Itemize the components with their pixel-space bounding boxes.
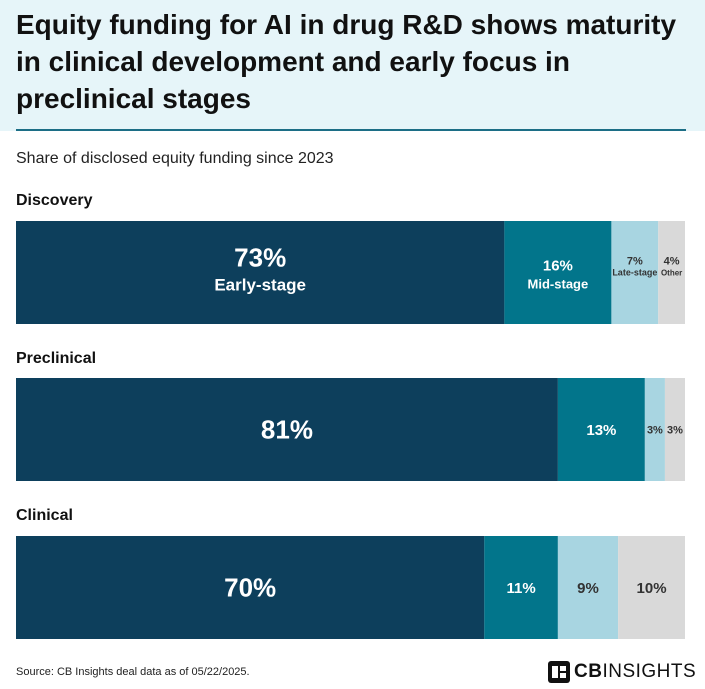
row-label-preclinical: Preclinical bbox=[16, 350, 97, 367]
source-note: Source: CB Insights deal data as of 05/2… bbox=[16, 666, 250, 678]
bar-preclinical-mid-stage bbox=[557, 378, 645, 481]
value-label-preclinical-mid-stage: 13% bbox=[586, 422, 616, 439]
series-label-late-stage: Late-stage bbox=[612, 268, 657, 278]
bar-preclinical-other bbox=[664, 378, 685, 481]
bar-preclinical-early-stage bbox=[16, 378, 558, 481]
chart-subtitle: Share of disclosed equity funding since … bbox=[16, 150, 334, 167]
brand-light: INSIGHTS bbox=[602, 661, 697, 682]
header-banner: Equity funding for AI in drug R&D shows … bbox=[0, 0, 705, 131]
row-label-discovery: Discovery bbox=[16, 192, 93, 209]
bar-clinical-other bbox=[618, 536, 685, 639]
value-label-discovery-early-stage: 73% bbox=[234, 243, 286, 273]
brand-wordmark: CBINSIGHTS bbox=[574, 661, 696, 683]
value-label-discovery-late-stage: 7% bbox=[627, 256, 643, 268]
bar-discovery-mid-stage bbox=[504, 221, 612, 324]
bar-discovery-other bbox=[658, 221, 685, 324]
series-label-early-stage: Early-stage bbox=[214, 276, 306, 295]
value-label-preclinical-early-stage: 81% bbox=[261, 415, 313, 445]
bar-discovery-late-stage bbox=[611, 221, 659, 324]
header-divider bbox=[16, 129, 686, 131]
value-label-discovery-mid-stage: 16% bbox=[543, 258, 573, 275]
bar-clinical-late-stage bbox=[557, 536, 619, 639]
bar-preclinical-late-stage bbox=[644, 378, 665, 481]
bar-clinical-mid-stage bbox=[484, 536, 558, 639]
cb-insights-logo-icon bbox=[548, 661, 570, 683]
value-label-clinical-late-stage: 9% bbox=[577, 580, 599, 597]
chart-title: Equity funding for AI in drug R&D shows … bbox=[16, 9, 677, 114]
series-label-mid-stage: Mid-stage bbox=[528, 277, 589, 292]
brand-bold: CB bbox=[574, 661, 603, 682]
bar-discovery-early-stage bbox=[16, 221, 505, 324]
value-label-discovery-other: 4% bbox=[664, 256, 680, 268]
series-label-other: Other bbox=[661, 269, 682, 278]
value-label-preclinical-late-stage: 3% bbox=[647, 424, 663, 436]
bar-clinical-early-stage bbox=[16, 536, 485, 639]
value-label-clinical-mid-stage: 11% bbox=[506, 580, 535, 597]
value-label-clinical-other: 10% bbox=[637, 580, 667, 597]
brand-logo: CBINSIGHTS bbox=[548, 660, 696, 684]
value-label-preclinical-other: 3% bbox=[667, 424, 683, 436]
value-label-clinical-early-stage: 70% bbox=[224, 573, 276, 603]
row-label-clinical: Clinical bbox=[16, 507, 73, 524]
